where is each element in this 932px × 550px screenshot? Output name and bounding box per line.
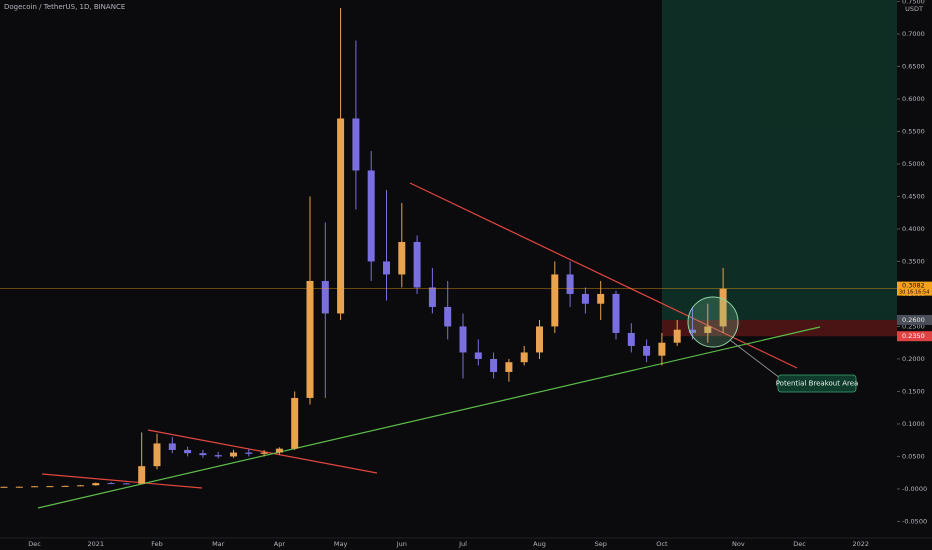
candle-body (107, 483, 115, 485)
x-tick-label: Oct (656, 540, 668, 548)
candle-body (413, 241, 421, 288)
y-tick-label: 0.4000 (902, 225, 925, 233)
candle-body (612, 293, 620, 333)
breakout-circle (687, 296, 739, 348)
currency-label: USDT (905, 5, 923, 13)
candle-body (214, 455, 222, 457)
y-tick-label: 0.0500 (902, 452, 925, 460)
last-price-tag (897, 281, 932, 296)
x-tick-label: 2022 (853, 540, 870, 548)
target-label: 0.2600 (902, 316, 925, 324)
x-tick-label: Dec (793, 540, 806, 548)
candle-body (536, 326, 543, 353)
candle-body (0, 486, 8, 488)
candle-body (61, 485, 69, 487)
candle-body (153, 443, 161, 467)
candle-body (245, 452, 253, 454)
candle-body (551, 274, 559, 327)
candle-body (505, 362, 513, 372)
candle-body (474, 352, 482, 359)
stop-tag (897, 331, 932, 342)
target-zone (661, 0, 897, 320)
callout-pointer (729, 339, 781, 379)
candle-body (398, 241, 406, 275)
y-tick-label: 0.1500 (902, 387, 925, 395)
x-tick-label: Jun (396, 540, 407, 548)
candle-body (15, 486, 23, 488)
candle-body (138, 466, 146, 484)
candle-body (260, 452, 268, 454)
candle-body (321, 280, 329, 314)
y-tick-label: 0.2000 (902, 355, 925, 363)
candle-body (275, 448, 283, 453)
candle-body (230, 452, 237, 457)
candle-body (566, 274, 574, 294)
candle-body (689, 329, 696, 333)
candle-body (520, 352, 528, 363)
candle-body (92, 483, 100, 486)
last-price-label: 0.3082 (902, 282, 925, 290)
candle-body (31, 486, 39, 488)
candle-body (46, 486, 54, 488)
y-tick-label: -0.0000 (902, 485, 927, 493)
candle-body (490, 358, 498, 372)
support-line (37, 326, 821, 509)
candle-body (597, 293, 605, 304)
callout-text: Potential Breakout Area (776, 380, 859, 388)
candle-body (704, 326, 712, 333)
candle-body (77, 485, 84, 487)
candle-body (459, 326, 467, 353)
y-tick-label: -0.0500 (902, 517, 927, 525)
resistance-line (147, 429, 378, 474)
price-axis (897, 0, 932, 550)
symbol-title: Dogecoin / TetherUS, 1D, BINANCE (4, 3, 125, 11)
candle-body (352, 118, 360, 171)
x-tick-label: Feb (151, 540, 163, 548)
y-tick-label: 0.5000 (902, 160, 925, 168)
stop-label: 0.2350 (902, 332, 925, 340)
x-tick-label: Mar (212, 540, 225, 548)
x-tick-label: Aug (533, 540, 546, 548)
candle-body (291, 397, 299, 449)
x-tick-label: Nov (732, 540, 745, 548)
countdown-label: 3d 16:16:54 (899, 290, 929, 296)
y-tick-label: 0.5500 (902, 127, 925, 135)
x-tick-label: Apr (274, 540, 286, 548)
candle-body (444, 306, 452, 327)
x-tick-label: 2021 (88, 540, 105, 548)
candle-body (673, 329, 681, 343)
candle-body (581, 293, 589, 304)
resistance-line (41, 473, 203, 489)
x-tick-label: Jul (458, 540, 467, 548)
y-tick-label: 0.3500 (902, 257, 925, 265)
candle-body (168, 443, 176, 450)
y-tick-label: 0.6000 (902, 95, 925, 103)
x-tick-label: Sep (595, 540, 607, 548)
candle-body (306, 280, 314, 398)
y-tick-label: 0.4500 (902, 192, 925, 200)
candle-body (367, 170, 375, 262)
y-tick-label: 0.6500 (902, 62, 925, 70)
x-tick-label: Dec (28, 540, 41, 548)
candle-body (627, 332, 635, 346)
candle-body (658, 342, 666, 356)
target-tag (897, 314, 932, 325)
candle-body (184, 449, 192, 454)
x-tick-label: May (334, 540, 348, 548)
candle-body (337, 118, 345, 314)
candle-body (719, 288, 727, 327)
callout-box (777, 374, 857, 393)
candle-body (428, 287, 436, 307)
y-tick-label: 0.2500 (902, 322, 925, 330)
candle-body (643, 345, 651, 356)
candle-body (122, 483, 130, 485)
candle-body (383, 261, 390, 275)
y-tick-label: 0.7000 (902, 30, 925, 38)
y-tick-label: 0.7500 (902, 0, 925, 5)
y-tick-label: 0.1000 (902, 420, 925, 428)
candle-body (199, 453, 207, 456)
